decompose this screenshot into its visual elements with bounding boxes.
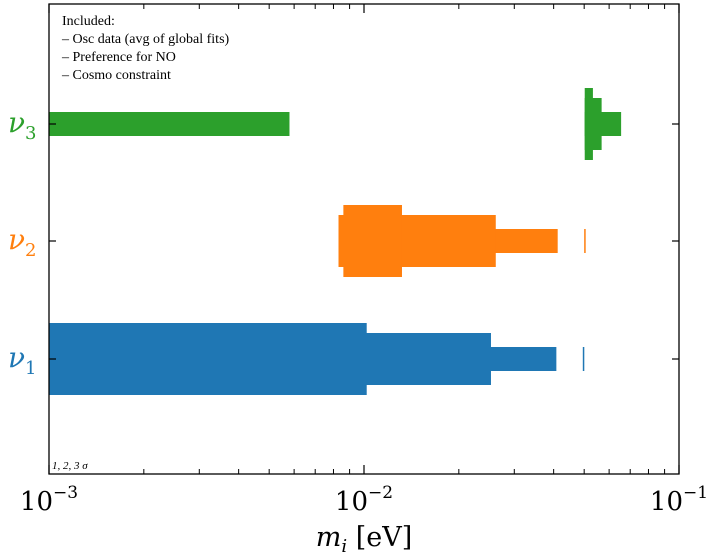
band-ν3-3sigma (49, 112, 290, 136)
x-tick-label: 10−1 (650, 483, 708, 517)
annotation-line: Included: (62, 14, 115, 29)
annotation-line: – Cosmo constraint (61, 68, 171, 83)
label-layer: ν1 ν2 ν3 10−3 10−2 10−1 mi [eV] (8, 106, 708, 556)
annotation-line: – Preference for NO (61, 50, 176, 65)
annotation-line: – Osc data (avg of global fits) (61, 32, 230, 47)
sigma-note: 1, 2, 3 σ (52, 460, 88, 472)
y-tick-label: ν3 (8, 106, 36, 144)
bar-layer (49, 88, 622, 395)
band-ν3-1sigma (584, 88, 593, 160)
band-ν1-1sigma (49, 323, 367, 395)
band-ν2-1sigma (343, 205, 402, 277)
tick-layer (48, 4, 680, 474)
band-ν1-3sigma (582, 347, 585, 371)
band-ν2-3sigma (584, 229, 586, 253)
x-tick-label: 10−3 (20, 483, 78, 517)
legend-annotation: Included: – Osc data (avg of global fits… (61, 14, 230, 83)
y-tick-label: ν1 (8, 341, 36, 379)
x-axis-label: mi [eV] (316, 522, 413, 556)
y-tick-label: ν2 (8, 223, 36, 261)
x-tick-label: 10−2 (335, 483, 393, 517)
